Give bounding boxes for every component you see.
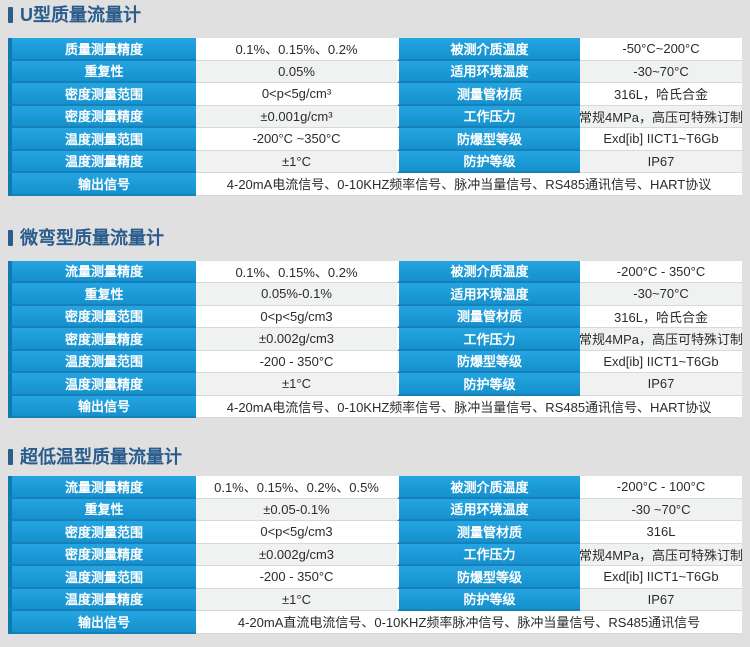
spec-label: 适用环境温度 bbox=[397, 498, 580, 521]
spec-value: IP67 bbox=[580, 150, 742, 173]
spec-value: IP67 bbox=[580, 373, 742, 396]
spec-label: 防爆型等级 bbox=[397, 566, 580, 589]
spec-label: 工作压力 bbox=[397, 105, 580, 128]
spec-value: 0.05%-0.1% bbox=[196, 283, 397, 306]
page: U型质量流量计 质量测量精度 0.1%、0.15%、0.2% 被测介质温度 -5… bbox=[0, 4, 750, 634]
spec-value: -200°C - 100°C bbox=[580, 476, 742, 499]
spec-value: 0.1%、0.15%、0.2%、0.5% bbox=[196, 476, 397, 499]
spec-label: 防爆型等级 bbox=[397, 128, 580, 151]
spec-value: 0.05% bbox=[196, 60, 397, 83]
spec-value: 0.1%、0.15%、0.2% bbox=[196, 38, 397, 61]
section-title: 微弯型质量流量计 bbox=[8, 227, 742, 249]
spec-label: 被测介质温度 bbox=[397, 38, 580, 61]
section-title: U型质量流量计 bbox=[8, 4, 742, 26]
spec-value: -30 ~70°C bbox=[580, 498, 742, 521]
spec-value: -200 - 350°C bbox=[196, 566, 397, 589]
spec-value: IP67 bbox=[580, 588, 742, 611]
spec-table-u-type: 质量测量精度 0.1%、0.15%、0.2% 被测介质温度 -50°C~200°… bbox=[8, 38, 742, 196]
spec-value: -200 - 350°C bbox=[196, 350, 397, 373]
spec-label: 被测介质温度 bbox=[397, 260, 580, 283]
spec-value: ±1°C bbox=[196, 373, 397, 396]
spec-value: ±0.002g/cm3 bbox=[196, 328, 397, 351]
spec-value: 0<p<5g/cm3 bbox=[196, 521, 397, 544]
spec-label: 测量管材质 bbox=[397, 83, 580, 106]
section-ultra-low-temp-type: 超低温型质量流量计 流量测量精度 0.1%、0.15%、0.2%、0.5% 被测… bbox=[8, 446, 742, 634]
spec-value: -50°C~200°C bbox=[580, 38, 742, 61]
spec-value: Exd[ib] IICT1~T6Gb bbox=[580, 128, 742, 151]
spec-value: ±1°C bbox=[196, 588, 397, 611]
spec-label: 适用环境温度 bbox=[397, 283, 580, 306]
spec-label: 防护等级 bbox=[397, 588, 580, 611]
spec-value: 常规4MPa，高压可特殊订制 bbox=[580, 105, 742, 128]
section-micro-bend-type: 微弯型质量流量计 流量测量精度 0.1%、0.15%、0.2% 被测介质温度 -… bbox=[8, 227, 742, 418]
spec-label: 密度测量范围 bbox=[8, 521, 196, 544]
spec-value: 0<p<5g/cm3 bbox=[196, 305, 397, 328]
spec-table-micro-bend: 流量测量精度 0.1%、0.15%、0.2% 被测介质温度 -200°C - 3… bbox=[8, 260, 742, 418]
spec-value: ±0.001g/cm³ bbox=[196, 105, 397, 128]
spec-label: 测量管材质 bbox=[397, 521, 580, 544]
spec-value: Exd[ib] IICT1~T6Gb bbox=[580, 350, 742, 373]
spec-value: Exd[ib] IICT1~T6Gb bbox=[580, 566, 742, 589]
title-accent-bar-icon bbox=[8, 449, 13, 465]
spec-label: 适用环境温度 bbox=[397, 60, 580, 83]
spec-value-output: 4-20mA电流信号、0-10KHZ频率信号、脉冲当量信号、RS485通讯信号、… bbox=[196, 395, 742, 418]
spec-label: 重复性 bbox=[8, 60, 196, 83]
spec-label: 密度测量范围 bbox=[8, 305, 196, 328]
spec-label: 流量测量精度 bbox=[8, 260, 196, 283]
section-title-text: U型质量流量计 bbox=[20, 5, 141, 25]
spec-value: 316L，哈氏合金 bbox=[580, 83, 742, 106]
spec-label: 温度测量范围 bbox=[8, 350, 196, 373]
spec-label: 流量测量精度 bbox=[8, 476, 196, 499]
spec-label: 重复性 bbox=[8, 498, 196, 521]
section-title-text: 超低温型质量流量计 bbox=[20, 447, 182, 467]
spec-label: 密度测量范围 bbox=[8, 83, 196, 106]
spec-label: 质量测量精度 bbox=[8, 38, 196, 61]
spec-value: 常规4MPa，高压可特殊订制 bbox=[580, 543, 742, 566]
spec-label: 输出信号 bbox=[8, 395, 196, 418]
spec-label: 温度测量精度 bbox=[8, 373, 196, 396]
title-accent-bar-icon bbox=[8, 7, 13, 23]
spec-label: 密度测量精度 bbox=[8, 543, 196, 566]
spec-value: 常规4MPa，高压可特殊订制 bbox=[580, 328, 742, 351]
spec-label: 密度测量精度 bbox=[8, 105, 196, 128]
section-title: 超低温型质量流量计 bbox=[8, 446, 742, 468]
section-title-text: 微弯型质量流量计 bbox=[20, 227, 164, 248]
spec-label: 输出信号 bbox=[8, 173, 196, 196]
spec-value: 316L bbox=[580, 521, 742, 544]
title-accent-bar-icon bbox=[8, 229, 13, 246]
spec-value: 0<p<5g/cm³ bbox=[196, 83, 397, 106]
spec-label: 工作压力 bbox=[397, 543, 580, 566]
spec-label: 输出信号 bbox=[8, 611, 196, 634]
spec-value-output: 4-20mA直流电流信号、0-10KHZ频率脉冲信号、脉冲当量信号、RS485通… bbox=[196, 611, 742, 634]
spec-label: 防爆型等级 bbox=[397, 350, 580, 373]
spec-value: -30~70°C bbox=[580, 60, 742, 83]
spec-label: 温度测量精度 bbox=[8, 150, 196, 173]
spec-value: ±0.002g/cm3 bbox=[196, 543, 397, 566]
spec-value: 0.1%、0.15%、0.2% bbox=[196, 260, 397, 283]
spec-value: -30~70°C bbox=[580, 283, 742, 306]
spec-label: 温度测量范围 bbox=[8, 128, 196, 151]
spec-label: 测量管材质 bbox=[397, 305, 580, 328]
spec-label: 密度测量精度 bbox=[8, 328, 196, 351]
spec-label: 温度测量范围 bbox=[8, 566, 196, 589]
spec-value: ±1°C bbox=[196, 150, 397, 173]
spec-label: 重复性 bbox=[8, 283, 196, 306]
spec-label: 防护等级 bbox=[397, 150, 580, 173]
spec-value: 316L，哈氏合金 bbox=[580, 305, 742, 328]
spec-value: ±0.05-0.1% bbox=[196, 498, 397, 521]
spec-value-output: 4-20mA电流信号、0-10KHZ频率信号、脉冲当量信号、RS485通讯信号、… bbox=[196, 173, 742, 196]
spec-label: 工作压力 bbox=[397, 328, 580, 351]
section-u-type: U型质量流量计 质量测量精度 0.1%、0.15%、0.2% 被测介质温度 -5… bbox=[8, 4, 742, 196]
spec-value: -200°C - 350°C bbox=[580, 260, 742, 283]
spec-label: 温度测量精度 bbox=[8, 588, 196, 611]
spec-value: -200°C ~350°C bbox=[196, 128, 397, 151]
spec-table-ultra-low-temp: 流量测量精度 0.1%、0.15%、0.2%、0.5% 被测介质温度 -200°… bbox=[8, 476, 742, 634]
spec-label: 防护等级 bbox=[397, 373, 580, 396]
spec-label: 被测介质温度 bbox=[397, 476, 580, 499]
